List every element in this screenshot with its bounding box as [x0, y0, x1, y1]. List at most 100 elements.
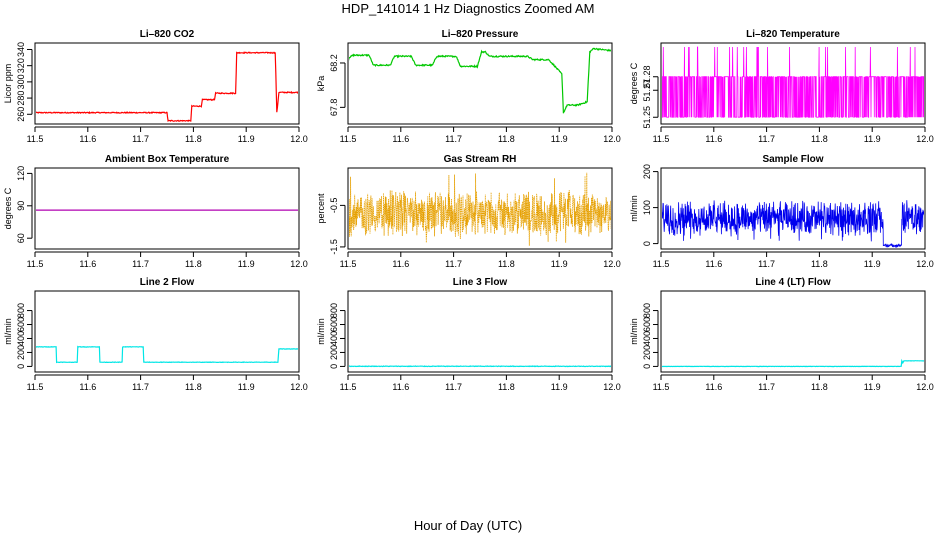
- x-tick-label: 11.9: [864, 382, 881, 392]
- x-tick-label: 11.5: [340, 259, 357, 269]
- x-tick-label: 11.7: [132, 134, 149, 144]
- x-tick-label: 11.9: [551, 259, 568, 269]
- x-tick-label: 11.7: [758, 134, 775, 144]
- y-axis-label: ml/min: [3, 318, 13, 345]
- x-tick-label: 11.9: [551, 134, 568, 144]
- x-tick-label: 11.8: [185, 134, 202, 144]
- y-tick-label: -0.5: [329, 198, 339, 214]
- chart-panel: Ambient Box Temperature degrees C 11.5 11.6…: [3, 154, 308, 269]
- series-line: [349, 172, 611, 246]
- y-axis-label: degrees C: [629, 62, 639, 104]
- plot-frame: [34, 290, 300, 373]
- series-group: [36, 345, 298, 364]
- chart-title: Line 2 Flow: [140, 277, 195, 288]
- plot-frame: [660, 42, 926, 125]
- x-tick-label: 11.8: [498, 382, 515, 392]
- x-tick-label: 11.8: [811, 382, 828, 392]
- y-tick-label: 51.27: [642, 79, 652, 102]
- series-group: [349, 365, 611, 368]
- series-group: [349, 47, 611, 114]
- x-tick-label: 11.8: [185, 259, 202, 269]
- chart-title: Li–820 Pressure: [442, 29, 519, 40]
- y-tick-label: 400: [642, 331, 652, 346]
- x-tick-label: 11.8: [185, 382, 202, 392]
- x-tick-label: 11.7: [445, 382, 462, 392]
- y-axis-label: ml/min: [629, 195, 639, 222]
- chart-panel: Li–820 Temperature degrees C 11.5 11.6 11.7 1…: [629, 29, 934, 144]
- series-line: [349, 47, 611, 114]
- x-tick-label: 12.0: [916, 382, 934, 392]
- plot-frame: [34, 167, 300, 250]
- x-tick-label: 11.5: [27, 259, 44, 269]
- y-tick-label: 600: [16, 317, 26, 332]
- x-tick-label: 11.7: [132, 259, 149, 269]
- chart-title: Gas Stream RH: [444, 154, 517, 165]
- series-group: [662, 200, 924, 248]
- x-tick-label: 12.0: [290, 259, 308, 269]
- chart-panel: Line 2 Flow ml/min 11.5 11.6 11.7 11.8 11.9 12.…: [3, 277, 308, 392]
- plot-frame: [347, 290, 613, 373]
- series-line: [662, 358, 924, 368]
- chart-title: Sample Flow: [762, 154, 823, 165]
- chart-title: Line 4 (LT) Flow: [755, 277, 831, 288]
- x-tick-label: 12.0: [603, 134, 621, 144]
- x-tick-label: 11.6: [705, 259, 722, 269]
- x-tick-label: 12.0: [603, 382, 621, 392]
- figure-title: HDP_141014 1 Hz Diagnostics Zoomed AM: [341, 1, 595, 16]
- x-tick-label: 12.0: [603, 259, 621, 269]
- y-tick-label: 200: [642, 164, 652, 179]
- y-axis-label: ml/min: [316, 318, 326, 345]
- y-tick-label: 100: [642, 200, 652, 215]
- plot-frame: [660, 290, 926, 373]
- x-tick-label: 11.7: [445, 259, 462, 269]
- x-tick-label: 11.7: [132, 382, 149, 392]
- y-tick-label: 800: [16, 303, 26, 318]
- y-tick-label: 600: [329, 317, 339, 332]
- series-group: [349, 172, 611, 246]
- x-tick-label: 11.7: [758, 382, 775, 392]
- x-tick-label: 11.5: [27, 134, 44, 144]
- y-tick-label: 400: [329, 331, 339, 346]
- y-tick-label: 800: [329, 303, 339, 318]
- chart-panel: Li–820 Pressure kPa 11.5 11.6 11.7 11.8 11.9 12…: [316, 29, 621, 144]
- y-axis-label: kPa: [316, 76, 326, 92]
- x-tick-label: 11.6: [79, 259, 96, 269]
- y-tick-label: 51.25: [642, 106, 652, 129]
- plot-frame: [347, 42, 613, 125]
- chart-panel: Li–820 CO2 Licor ppm 11.5 11.6 11.7 11.8 11.9 1…: [3, 29, 308, 144]
- y-axis-label: ml/min: [629, 318, 639, 345]
- chart-title: Line 3 Flow: [453, 277, 508, 288]
- y-axis-label: percent: [316, 193, 326, 224]
- x-tick-label: 11.6: [705, 134, 722, 144]
- x-tick-label: 11.5: [653, 259, 670, 269]
- plot-frame: [34, 42, 300, 125]
- x-tick-label: 11.8: [498, 134, 515, 144]
- x-tick-label: 12.0: [290, 134, 308, 144]
- y-tick-label: 260: [16, 107, 26, 122]
- y-tick-label: 800: [642, 303, 652, 318]
- series-group: [662, 46, 924, 118]
- x-tick-label: 11.5: [653, 382, 670, 392]
- chart-panel: Sample Flow ml/min 11.5 11.6 11.7 11.8 11.9 12.…: [629, 154, 934, 269]
- y-tick-label: 200: [642, 345, 652, 360]
- x-tick-label: 12.0: [290, 382, 308, 392]
- x-tick-label: 11.6: [392, 382, 409, 392]
- y-tick-label: 340: [16, 42, 26, 57]
- y-tick-label: 200: [329, 345, 339, 360]
- series-group: [662, 358, 924, 368]
- y-tick-label: 400: [16, 331, 26, 346]
- x-tick-label: 11.9: [864, 134, 881, 144]
- y-tick-label: 600: [642, 317, 652, 332]
- x-tick-label: 11.9: [238, 259, 255, 269]
- x-axis-caption: Hour of Day (UTC): [413, 518, 523, 533]
- x-tick-label: 11.9: [238, 382, 255, 392]
- plot-frame: [347, 167, 613, 250]
- x-tick-label: 11.6: [79, 134, 96, 144]
- x-tick-label: 11.6: [392, 259, 409, 269]
- series-line: [662, 200, 924, 248]
- y-tick-label: 0: [642, 364, 652, 369]
- y-axis-label: Licor ppm: [3, 64, 13, 104]
- y-tick-label: 280: [16, 91, 26, 106]
- x-tick-label: 12.0: [916, 259, 934, 269]
- series-group: [36, 51, 298, 123]
